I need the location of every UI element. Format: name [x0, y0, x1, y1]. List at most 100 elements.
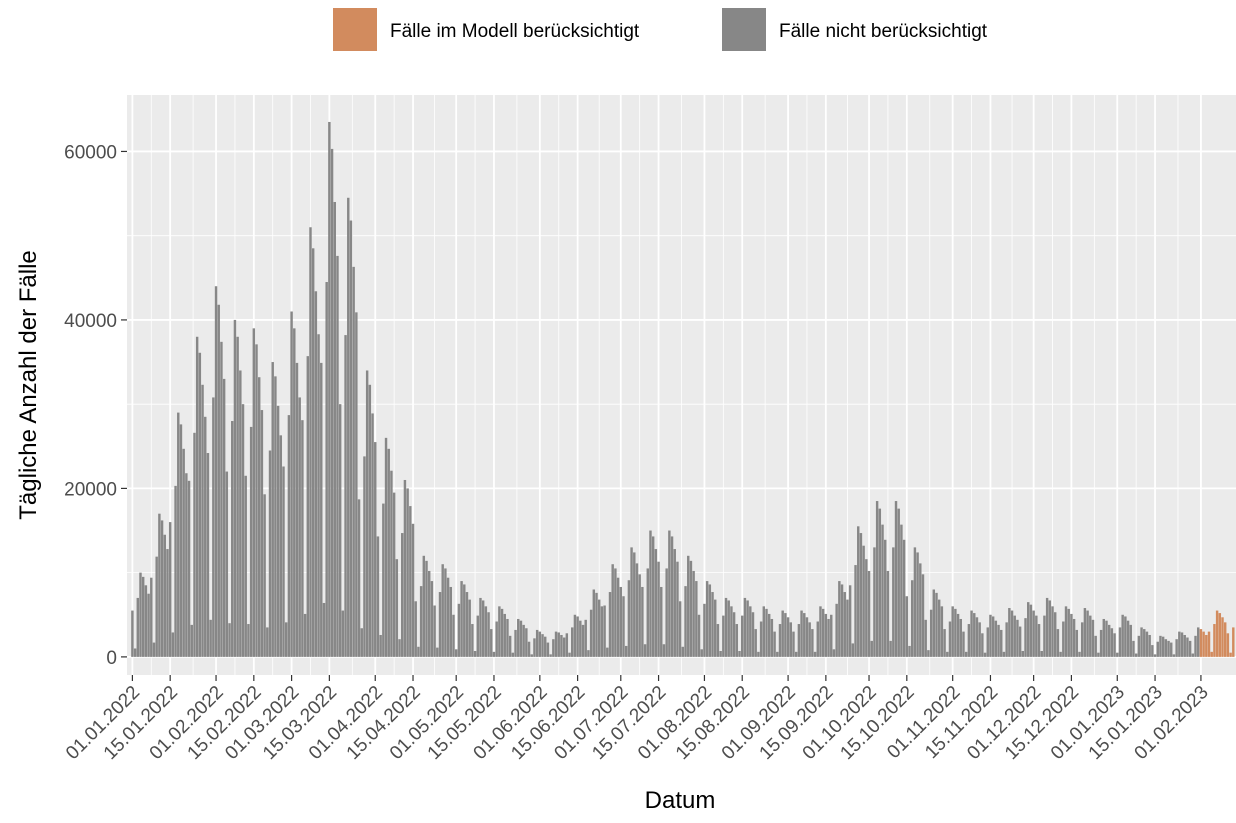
bar — [471, 624, 474, 657]
bar — [363, 456, 366, 657]
bar — [325, 282, 328, 657]
bar — [711, 592, 714, 657]
bar — [919, 563, 922, 657]
bar — [452, 614, 455, 657]
bar — [233, 319, 237, 657]
bar — [538, 631, 542, 657]
bar — [816, 621, 819, 657]
bar — [959, 618, 962, 657]
bar — [357, 499, 361, 657]
bar — [131, 610, 134, 657]
bar — [330, 148, 334, 657]
bar — [158, 513, 161, 657]
bar — [1221, 617, 1224, 657]
bar — [611, 564, 614, 657]
bar — [964, 651, 968, 657]
bar — [133, 648, 137, 657]
bar — [579, 620, 582, 657]
bar — [740, 615, 744, 657]
bar — [635, 563, 639, 657]
bar — [759, 621, 763, 657]
bar — [905, 596, 909, 657]
bar — [503, 613, 506, 657]
bar — [430, 581, 434, 657]
bar — [665, 568, 668, 657]
bar — [1140, 627, 1143, 657]
bar — [511, 652, 515, 657]
bar — [182, 448, 185, 657]
bar — [217, 304, 220, 657]
bar — [390, 470, 393, 657]
bar — [765, 608, 768, 657]
bar — [484, 606, 488, 657]
bar — [530, 654, 533, 657]
bar — [991, 616, 995, 657]
bar — [973, 613, 976, 657]
bar — [554, 631, 558, 657]
bar — [187, 480, 191, 657]
bar — [228, 623, 231, 657]
bar — [767, 613, 771, 657]
legend-label: Fälle nicht berücksichtigt — [779, 21, 988, 42]
bar — [633, 552, 636, 657]
bar — [1062, 621, 1065, 657]
bar — [492, 651, 496, 657]
bar — [1107, 624, 1111, 657]
bar — [1067, 608, 1070, 657]
bar — [136, 597, 140, 657]
bar — [614, 568, 617, 657]
bar — [576, 616, 579, 657]
bars — [131, 121, 1235, 657]
bar — [195, 336, 199, 657]
bar — [417, 646, 420, 657]
bar — [805, 617, 809, 657]
bar — [481, 600, 485, 657]
bar — [1043, 615, 1046, 657]
bar — [859, 533, 863, 657]
bar — [1005, 622, 1008, 657]
bar — [295, 362, 299, 657]
bar — [867, 570, 871, 657]
bar — [705, 581, 709, 657]
bar — [719, 650, 722, 657]
bar — [322, 602, 326, 657]
bar — [1161, 636, 1165, 657]
bar — [438, 592, 442, 657]
bar — [1126, 620, 1130, 657]
bar — [587, 650, 590, 657]
bar — [597, 599, 601, 657]
bar — [1070, 613, 1073, 657]
bar — [641, 586, 644, 657]
bar — [1213, 624, 1216, 657]
bar — [487, 612, 490, 657]
bar — [784, 613, 787, 657]
bar — [463, 584, 466, 657]
bar — [1075, 629, 1079, 657]
bar — [962, 631, 965, 657]
bar — [732, 612, 736, 657]
bar — [544, 636, 547, 657]
bar — [498, 606, 501, 657]
bar — [851, 643, 855, 657]
bar — [333, 201, 336, 657]
bar — [840, 584, 844, 657]
bar — [843, 592, 846, 657]
bar — [1129, 624, 1132, 657]
bar — [395, 559, 399, 657]
bar — [643, 644, 647, 657]
bar — [916, 552, 919, 657]
bar — [722, 615, 725, 657]
bar — [201, 384, 204, 657]
bar — [884, 539, 887, 657]
bar — [368, 384, 372, 657]
bar — [406, 488, 409, 657]
bar — [214, 286, 218, 657]
bar — [365, 370, 369, 657]
bar — [794, 651, 798, 657]
bar — [1183, 634, 1186, 657]
bar — [401, 533, 404, 657]
bar — [749, 606, 752, 657]
bar — [606, 647, 609, 657]
bar — [222, 378, 226, 657]
bar — [419, 586, 423, 657]
